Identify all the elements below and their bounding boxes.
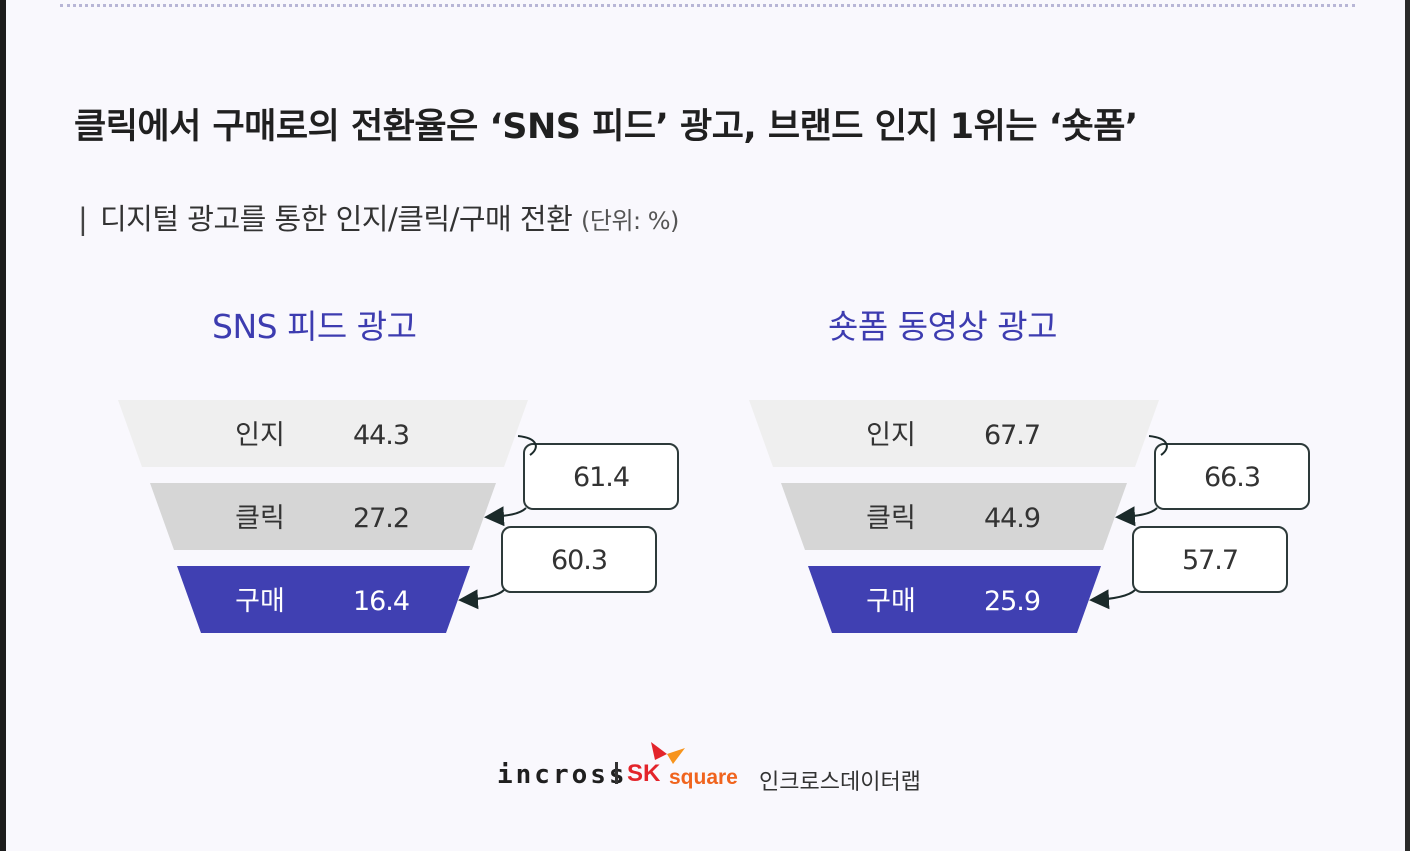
funnel-stage-value: 44.3 [353, 420, 409, 451]
funnel-stage [118, 400, 528, 467]
connector-line [517, 435, 537, 456]
conversion-arrow [484, 506, 527, 527]
window-left-border [0, 0, 6, 851]
subtitle-text: 디지털 광고를 통한 인지/클릭/구매 전환 [100, 202, 573, 236]
connector-line [1148, 435, 1168, 456]
subtitle-bar: | [78, 202, 88, 236]
incross-logo-text: incross [497, 760, 628, 790]
sk-butterfly-icon [651, 742, 685, 764]
panel-title-sns: SNS 피드 광고 [212, 307, 417, 346]
funnel-stage-value: 27.2 [353, 503, 409, 534]
conversion-arrow [458, 589, 505, 610]
conversion-arrow [1089, 589, 1136, 610]
panel-title-shortform: 숏폼 동영상 광고 [828, 307, 1058, 346]
square-logo-text: square [669, 766, 738, 789]
funnel-stage-value: 44.9 [984, 503, 1040, 534]
window-right-border [1405, 0, 1410, 851]
conversion-value: 66.3 [1204, 462, 1260, 493]
logo-separator [615, 762, 618, 784]
conversion-value: 57.7 [1182, 545, 1238, 576]
conversion-box [1154, 443, 1310, 510]
funnel-stage [781, 483, 1127, 550]
conversion-box [1132, 526, 1288, 593]
datalab-text: 인크로스데이터랩 [759, 770, 921, 795]
funnel-stage [177, 566, 470, 633]
funnel-stage-value: 67.7 [984, 420, 1040, 451]
funnel-stage-label: 인지 [866, 420, 916, 451]
conversion-value: 61.4 [573, 462, 629, 493]
chart-subtitle: | 디지털 광고를 통한 인지/클릭/구매 전환 (단위: %) [78, 196, 679, 238]
funnel-stage-label: 클릭 [866, 503, 916, 534]
conversion-box [501, 526, 657, 593]
subtitle-unit: (단위: %) [581, 207, 679, 235]
conversion-box [523, 443, 679, 510]
funnel-stage-label: 구매 [866, 586, 916, 617]
funnel-stage [749, 400, 1159, 467]
conversion-value: 60.3 [551, 545, 607, 576]
funnel-stage-label: 클릭 [235, 503, 285, 534]
top-dotted-divider [60, 0, 1355, 7]
funnel-stage-value: 25.9 [984, 586, 1040, 617]
funnel-stage-label: 구매 [235, 586, 285, 617]
sk-logo-text: SK [627, 760, 661, 787]
funnel-stage-label: 인지 [235, 420, 285, 451]
funnel-stage-value: 16.4 [353, 586, 409, 617]
funnel-stage [808, 566, 1101, 633]
funnel-stage [150, 483, 496, 550]
conversion-arrow [1115, 506, 1158, 527]
page-title: 클릭에서 구매로의 전환율은 ‘SNS 피드’ 광고, 브랜드 인지 1위는 ‘… [74, 107, 1138, 147]
